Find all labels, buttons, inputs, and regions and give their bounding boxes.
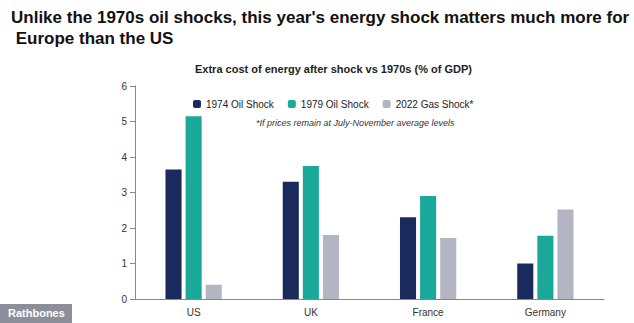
svg-text:5: 5 xyxy=(121,116,127,127)
svg-text:US: US xyxy=(187,307,201,318)
svg-text:6: 6 xyxy=(121,81,127,92)
svg-text:France: France xyxy=(413,307,445,318)
svg-text:*If prices remain at July-Nove: *If prices remain at July-November avera… xyxy=(256,118,455,128)
svg-text:3: 3 xyxy=(121,187,127,198)
svg-text:Europe than the US: Europe than the US xyxy=(11,29,173,48)
svg-text:2022 Gas Shock*: 2022 Gas Shock* xyxy=(396,99,474,110)
svg-text:Extra cost of energy after sho: Extra cost of energy after shock vs 1970… xyxy=(195,63,472,75)
svg-text:1979 Oil Shock: 1979 Oil Shock xyxy=(301,99,370,110)
svg-text:Rathbones: Rathbones xyxy=(8,307,65,319)
svg-text:Unlike the 1970s oil shocks, t: Unlike the 1970s oil shocks, this year's… xyxy=(11,8,630,27)
svg-text:Germany: Germany xyxy=(525,307,566,318)
svg-text:4: 4 xyxy=(121,152,127,163)
svg-text:1974 Oil Shock: 1974 Oil Shock xyxy=(206,99,275,110)
svg-text:0: 0 xyxy=(121,294,127,305)
svg-text:1: 1 xyxy=(121,258,127,269)
svg-text:UK: UK xyxy=(304,307,318,318)
svg-text:2: 2 xyxy=(121,223,127,234)
